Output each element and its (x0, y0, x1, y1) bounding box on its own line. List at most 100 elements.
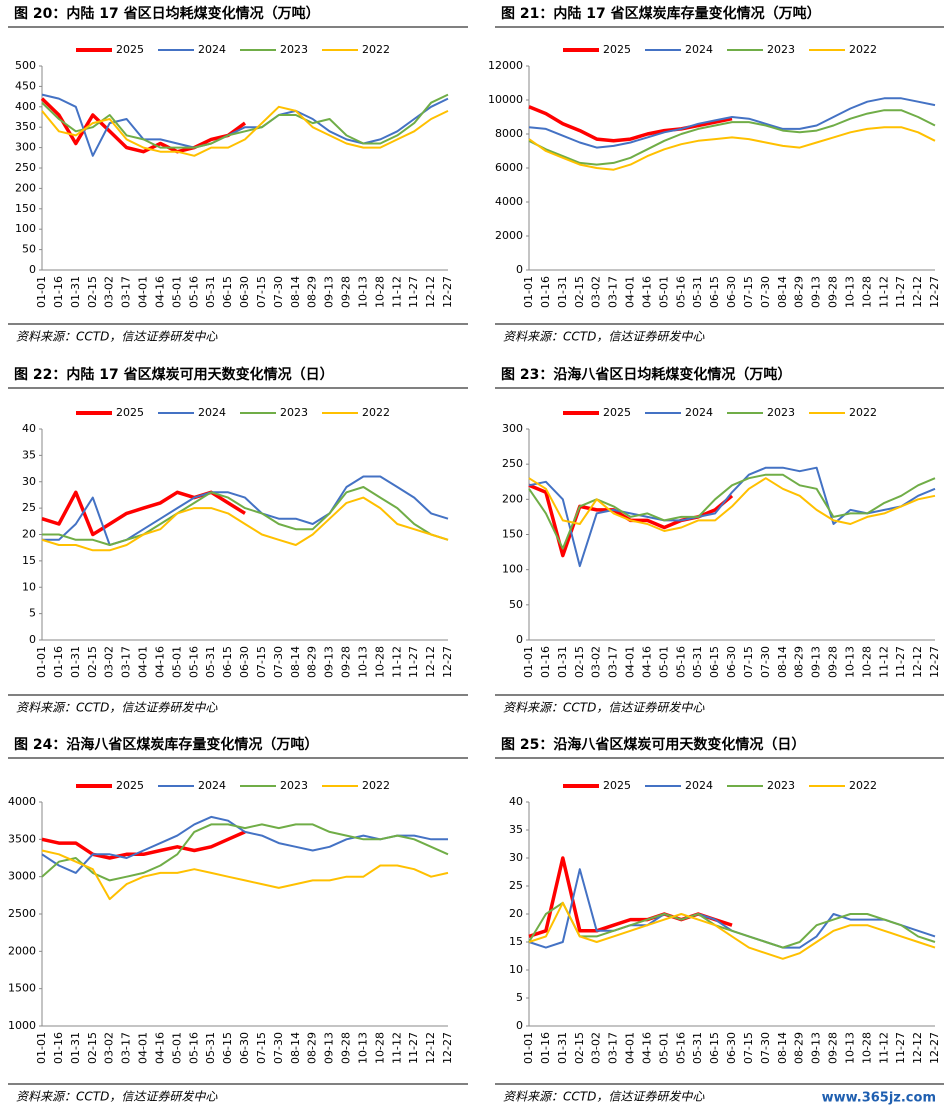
x-tick-label: 03-02 (103, 276, 116, 308)
y-tick-label: 1000 (8, 1019, 36, 1032)
x-tick-label: 05-01 (170, 276, 183, 308)
y-tick-label: 20 (22, 528, 36, 541)
y-tick-label: 350 (15, 120, 36, 133)
x-tick-label: 07-15 (255, 1032, 268, 1064)
y-tick-label: 10 (509, 963, 523, 976)
x-tick-label: 08-14 (289, 276, 302, 308)
x-tick-label: 06-15 (708, 1032, 721, 1064)
y-tick-label: 100 (15, 222, 36, 235)
y-tick-label: 30 (509, 851, 523, 864)
x-tick-label: 03-02 (103, 1032, 116, 1064)
x-tick-label: 02-15 (86, 1032, 99, 1064)
x-tick-label: 10-28 (373, 646, 386, 678)
x-tick-label: 02-15 (573, 646, 586, 678)
y-tick-label: 0 (516, 1019, 523, 1032)
y-tick-label: 5 (29, 607, 36, 620)
x-tick-label: 01-31 (69, 646, 82, 678)
x-tick-label: 04-01 (624, 276, 637, 308)
chart-title: 图 25：沿海八省区煤炭可用天数变化情况（日） (501, 736, 805, 753)
y-tick-label: 20 (509, 907, 523, 920)
x-tick-label: 10-13 (843, 646, 856, 678)
source: 资料来源：CCTD，信达证券研发中心 (16, 330, 218, 344)
series-line (528, 109, 936, 166)
x-tick-label: 06-15 (221, 646, 234, 678)
y-tick-label: 1500 (8, 982, 36, 995)
series-line (40, 97, 247, 154)
x-tick-label: 01-16 (539, 1032, 552, 1064)
x-tick-label: 01-16 (539, 646, 552, 678)
x-tick-label: 08-29 (793, 646, 806, 678)
x-tick-label: 07-15 (255, 276, 268, 308)
x-tick-label: 04-01 (137, 646, 150, 678)
x-tick-label: 12-27 (441, 276, 454, 308)
series-line (41, 93, 449, 157)
y-tick-label: 200 (15, 181, 36, 194)
x-tick-label: 11-12 (390, 276, 403, 308)
y-tick-label: 2500 (8, 907, 36, 920)
y-tick-label: 25 (22, 501, 36, 514)
legend-label: 2023 (280, 779, 308, 792)
source: 资料来源：CCTD，信达证券研发中心 (503, 1090, 705, 1104)
x-tick-label: 09-13 (323, 646, 336, 678)
x-tick-label: 08-29 (793, 1032, 806, 1064)
x-tick-label: 07-30 (759, 276, 772, 308)
y-tick-label: 500 (15, 59, 36, 72)
x-tick-label: 05-01 (170, 646, 183, 678)
x-tick-label: 01-01 (522, 1032, 535, 1064)
x-tick-label: 04-16 (153, 1032, 166, 1064)
x-tick-label: 01-16 (539, 276, 552, 308)
x-tick-label: 12-27 (928, 646, 941, 678)
x-tick-label: 12-12 (911, 646, 924, 678)
y-tick-label: 250 (15, 161, 36, 174)
x-tick-label: 05-16 (674, 1032, 687, 1064)
x-tick-label: 10-13 (356, 276, 369, 308)
series-line (42, 486, 449, 546)
series-line (41, 105, 449, 157)
x-tick-label: 01-01 (35, 1032, 48, 1064)
x-tick-label: 06-15 (708, 276, 721, 308)
chart-title: 图 23：沿海八省区日均耗煤变化情况（万吨） (501, 366, 791, 383)
x-tick-label: 09-28 (340, 276, 353, 308)
series-line (41, 93, 449, 149)
x-tick-label: 10-13 (356, 1032, 369, 1064)
x-tick-label: 01-31 (69, 276, 82, 308)
x-tick-label: 06-30 (238, 276, 251, 308)
x-tick-label: 03-02 (103, 646, 116, 678)
x-tick-label: 05-31 (204, 1032, 217, 1064)
legend-label: 2024 (198, 779, 226, 792)
chart-title: 图 24：沿海八省区煤炭库存量变化情况（万吨） (14, 736, 318, 753)
x-tick-label: 12-12 (911, 276, 924, 308)
y-tick-label: 300 (502, 422, 523, 435)
x-tick-label: 05-31 (204, 646, 217, 678)
x-tick-label: 07-15 (742, 276, 755, 308)
x-tick-label: 04-01 (137, 276, 150, 308)
legend-label: 2022 (849, 43, 877, 56)
x-tick-label: 03-02 (590, 1032, 603, 1064)
x-tick-label: 01-01 (35, 646, 48, 678)
x-tick-label: 04-01 (137, 1032, 150, 1064)
x-tick-label: 06-30 (238, 1032, 251, 1064)
x-tick-label: 09-28 (340, 646, 353, 678)
x-tick-label: 04-16 (640, 1032, 653, 1064)
x-tick-label: 01-31 (69, 1032, 82, 1064)
y-tick-label: 12000 (488, 59, 523, 72)
x-tick-label: 06-30 (725, 646, 738, 678)
x-tick-label: 11-27 (894, 276, 907, 308)
legend-label: 2022 (362, 779, 390, 792)
legend-label: 2023 (767, 43, 795, 56)
x-tick-label: 09-13 (810, 646, 823, 678)
legend-label: 2025 (603, 406, 631, 419)
x-tick-label: 12-27 (928, 1032, 941, 1064)
x-tick-label: 08-14 (776, 646, 789, 678)
x-tick-label: 07-15 (742, 646, 755, 678)
x-tick-label: 01-31 (556, 1032, 569, 1064)
x-tick-label: 10-13 (843, 276, 856, 308)
x-tick-label: 03-17 (120, 276, 133, 308)
y-tick-label: 100 (502, 563, 523, 576)
y-tick-label: 250 (502, 457, 523, 470)
x-tick-label: 04-16 (153, 276, 166, 308)
x-tick-label: 09-13 (323, 1032, 336, 1064)
x-tick-label: 10-28 (860, 276, 873, 308)
x-tick-label: 08-14 (289, 646, 302, 678)
x-tick-label: 11-27 (407, 1032, 420, 1064)
